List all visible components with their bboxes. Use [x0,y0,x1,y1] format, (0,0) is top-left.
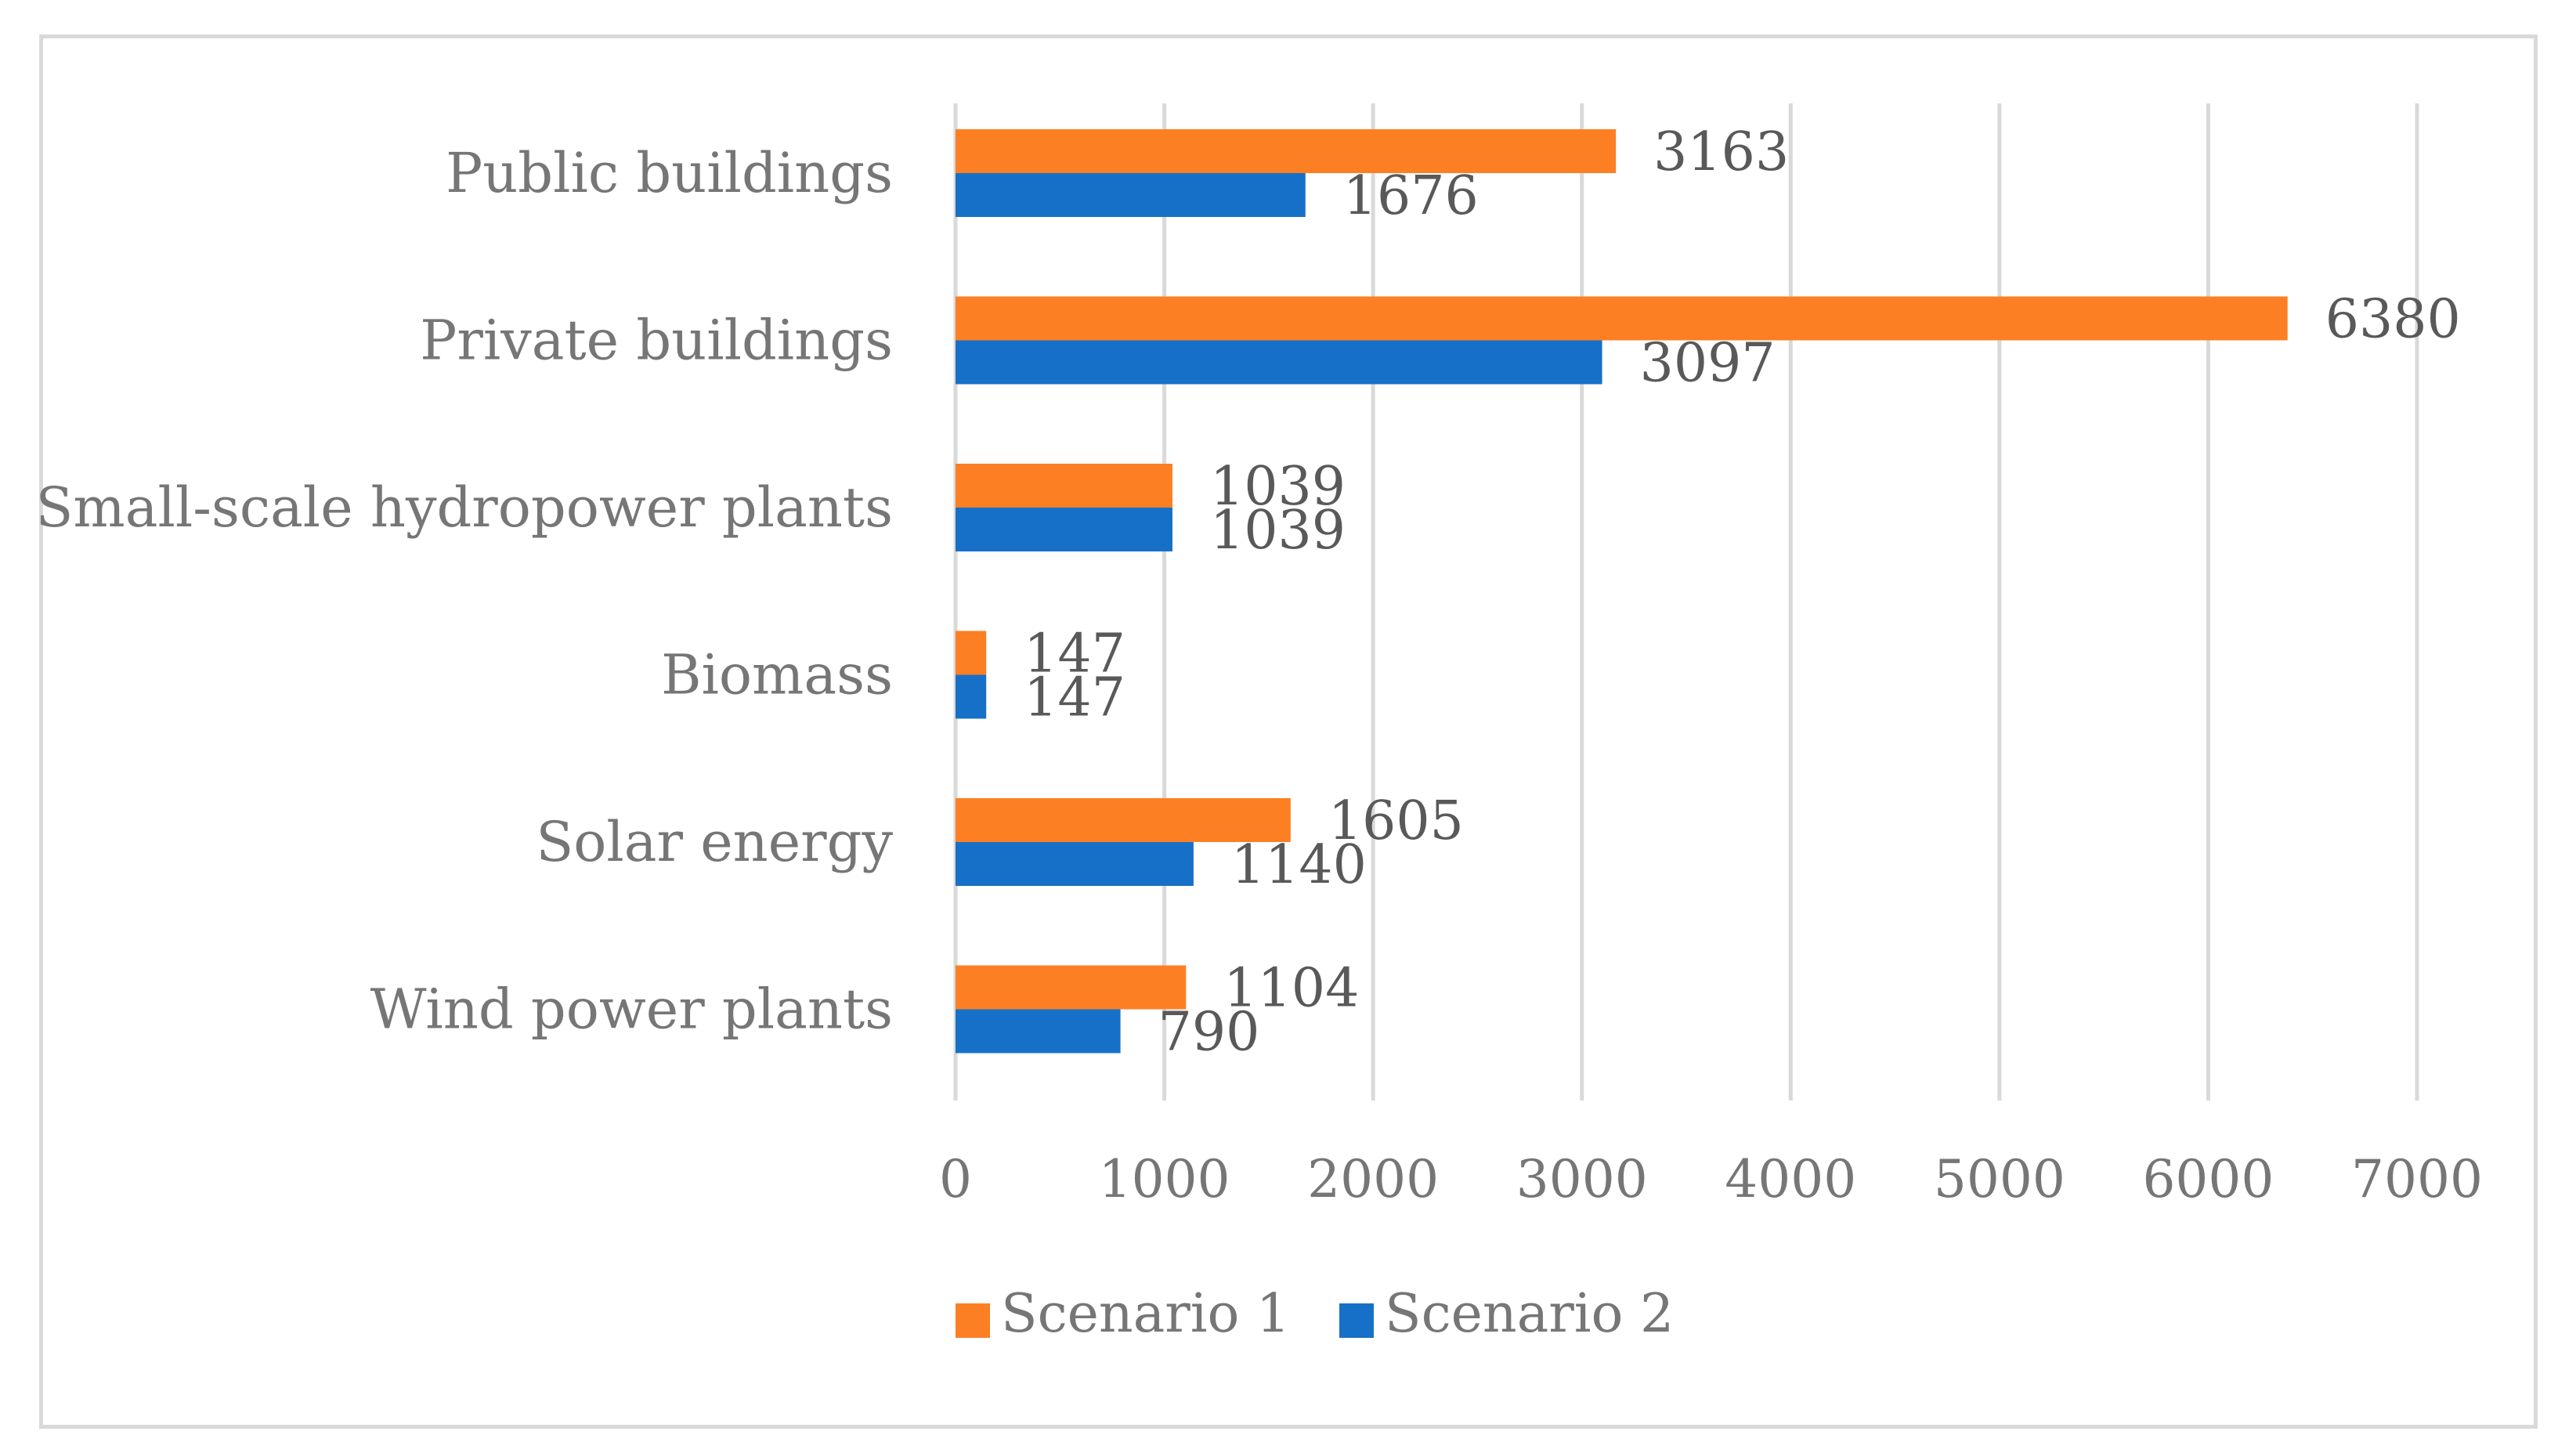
bar-2-1 [956,340,1602,385]
chart-frame [39,34,2538,1429]
x-tick-label: 1000 [1099,1149,1230,1209]
bar-1-4 [956,798,1291,842]
data-label: 1676 [1343,165,1479,227]
bar-2-0 [956,173,1306,217]
data-label: 1605 [1328,790,1464,852]
legend-label: Scenario 1 [1001,1283,1290,1345]
bars [956,129,2288,1054]
data-label: 1039 [1210,456,1346,518]
x-tick-label: 3000 [1516,1149,1648,1209]
category-label: Solar energy [536,810,893,874]
data-label: 147 [1024,667,1125,729]
legend-label: Scenario 2 [1385,1283,1674,1345]
bar-1-3 [956,631,987,675]
category-labels: Public buildings Private buildings Small-s… [35,141,893,1042]
bar-2-5 [956,1009,1121,1054]
legend-swatch-1 [956,1303,990,1338]
data-label: 790 [1158,1002,1260,1064]
data-label: 1039 [1210,500,1346,562]
x-tick-label: 0 [939,1149,972,1209]
bar-2-3 [956,674,987,719]
data-label: 3097 [1640,333,1776,395]
category-label: Small-scale hydropower plants [35,475,893,540]
bar-1-1 [956,296,2288,341]
data-label: 1140 [1231,834,1367,896]
bar-1-0 [956,129,1617,173]
data-label: 147 [1024,623,1125,685]
data-label: 3163 [1653,121,1789,183]
category-label: Private buildings [420,309,893,373]
bar-1-5 [956,965,1187,1010]
x-tick-labels: 0 1000 2000 3000 4000 5000 6000 7000 [939,1149,2483,1209]
bar-2-2 [956,508,1172,551]
x-tick-label: 4000 [1725,1149,1856,1209]
data-label: 1104 [1223,958,1359,1020]
bar-1-2 [956,464,1172,508]
legend-swatch-2 [1339,1303,1374,1338]
data-label: 6380 [2325,289,2461,351]
x-tick-label: 2000 [1307,1149,1439,1209]
gridlines [953,103,2419,1101]
category-label: Wind power plants [370,978,893,1042]
legend: Scenario 1 Scenario 2 [956,1283,1674,1345]
x-tick-label: 6000 [2142,1149,2274,1209]
bar-2-4 [956,842,1194,886]
x-tick-label: 7000 [2351,1149,2483,1209]
category-label: Public buildings [446,141,893,205]
category-label: Biomass [661,643,893,707]
x-tick-label: 5000 [1934,1149,2065,1209]
